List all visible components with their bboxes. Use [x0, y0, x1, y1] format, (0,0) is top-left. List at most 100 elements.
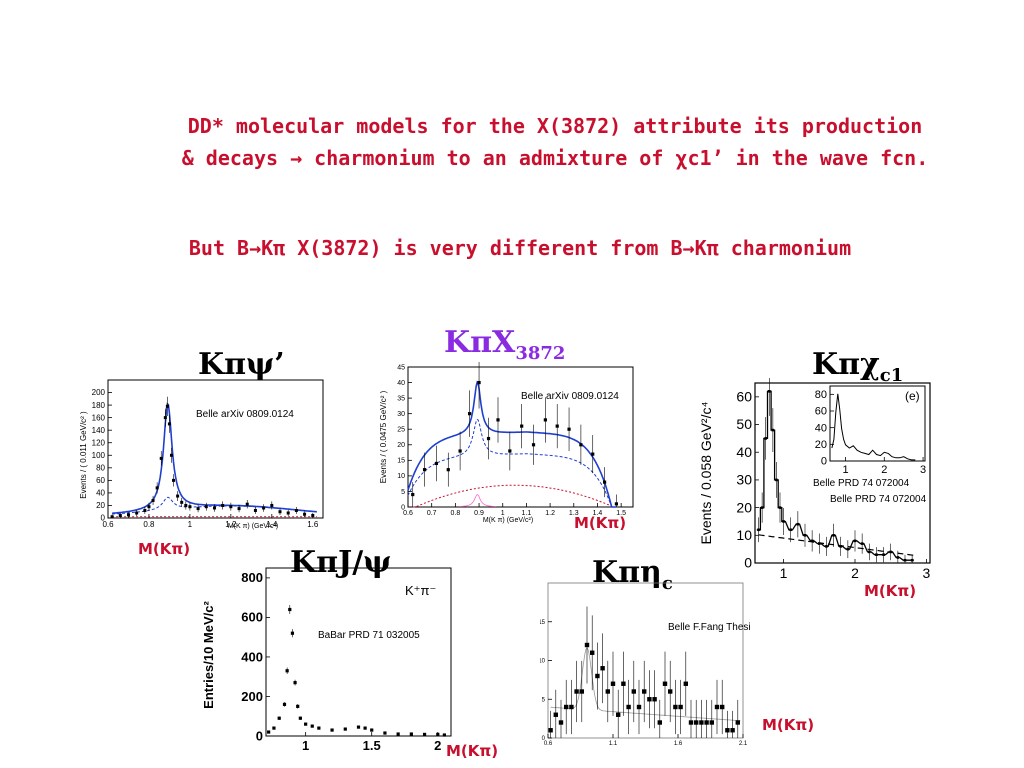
slide-subtitle: But B→Kπ X(3872) is very different from … — [188, 236, 852, 260]
p2-ytick-label: 0 — [401, 504, 405, 511]
p5-point — [574, 689, 579, 694]
p4-xtick-label: 2 — [434, 738, 441, 753]
p4-point — [370, 728, 374, 732]
p4-point — [356, 725, 361, 729]
p2-ytick-label: 45 — [397, 364, 405, 371]
p5-point — [642, 689, 647, 694]
p2-point — [591, 452, 595, 456]
label-kpsiprime: Kπψ’ — [198, 347, 285, 382]
p2-point — [467, 412, 472, 416]
p5-point — [564, 704, 569, 710]
p1-ticks: 0.6 0.8 1 1.2 1.4 1.6 0 20 40 60 80 100 120 140 160 180… — [92, 388, 319, 529]
p4-point — [298, 716, 302, 720]
title-line-2: & decays → charmonium to an admixture of… — [181, 146, 929, 170]
p3-inset-ytick-label: 40 — [815, 422, 827, 434]
p3-inset-xtick-label: 2 — [881, 464, 887, 476]
p5-frame — [547, 582, 744, 739]
p3-ytick-label: 0 — [744, 555, 752, 571]
chart-kpix3872: Events / ( 0.0475 GeV/c² ) 0.6 0.7 0.8 0.9 1… — [379, 362, 634, 524]
p2-ytick-label: 30 — [397, 411, 405, 418]
p2-point — [411, 492, 415, 497]
p5-point — [558, 720, 564, 725]
p1-xtick-label: 1.2 — [225, 520, 237, 529]
p2-ytick-label: 25 — [397, 427, 405, 434]
p4-point — [330, 728, 334, 732]
p3-ytick-label: 60 — [736, 389, 752, 405]
p3-inset-frame — [829, 385, 926, 462]
p4-point — [310, 724, 314, 728]
chart-kpijpsi: Entries/10 MeV/c² 1 1.5 2 0 200 400 600 800 K⁺π… — [201, 567, 452, 753]
p4-ytick-label: 800 — [241, 570, 263, 585]
p2-xtick-label: 0.8 — [451, 510, 461, 517]
label-kpichic1-sub: c1 — [879, 365, 904, 386]
p5-point — [662, 681, 668, 686]
p2-point — [567, 427, 571, 431]
p5-ref: Belle F.Fang Thesis — [668, 622, 750, 633]
p3-inset-ytick-label: 20 — [815, 439, 827, 451]
p3-xtick-label: 3 — [923, 565, 931, 581]
p5-xtick-label: 1.1 — [609, 741, 618, 747]
p3-inset-ytick-label: 80 — [815, 389, 827, 401]
p5-point — [657, 720, 662, 725]
p3-ytick-label: 30 — [736, 472, 752, 488]
p1-ytick-label: 40 — [96, 489, 105, 498]
p5-point — [647, 697, 652, 702]
p1-point — [262, 506, 266, 510]
p2-point — [422, 468, 427, 472]
p1-point — [176, 494, 180, 498]
p5-point — [600, 666, 605, 671]
p2-point — [555, 424, 559, 428]
p2-xlabel: M(K π) (GeV/c²) — [483, 517, 533, 524]
p1-point — [126, 513, 130, 517]
p1-point — [196, 507, 200, 511]
p3-ytick-label: 40 — [736, 444, 752, 460]
p2-ylabel: Events / ( 0.0475 GeV/c² ) — [379, 390, 388, 483]
p1-point — [167, 422, 171, 426]
label-kpietac: Kπηc — [592, 555, 673, 594]
p2-xtick-label: 1 — [501, 510, 505, 517]
p2-ytick-label: 35 — [397, 395, 405, 402]
mass-label-1: M(Kπ) — [138, 540, 191, 558]
p1-point — [169, 453, 173, 457]
p5-point — [735, 720, 740, 725]
p5-point — [709, 720, 714, 725]
p4-point — [442, 733, 446, 737]
p4-point — [293, 681, 297, 685]
p3-inset-tag: (e) — [905, 389, 920, 403]
p4-ref: BaBar PRD 71 032005 — [318, 630, 420, 641]
p3-inset-ytick-label: 0 — [821, 456, 827, 468]
p4-point — [288, 607, 292, 612]
chart-kpsiprime: Events / ( 0.011 GeV/c² ) 0.6 0.8 1 1.2 1.4 1… — [79, 379, 324, 530]
p3-inset-ytick-label: 60 — [815, 406, 827, 418]
p2-point — [486, 436, 491, 441]
p2-ytick-label: 15 — [397, 458, 405, 465]
p1-ytick-label: 100 — [92, 451, 106, 460]
p4-legend: K⁺π⁻ — [405, 583, 436, 598]
p1-xtick-label: 1.6 — [307, 520, 319, 529]
p3-ytick-label: 10 — [736, 527, 752, 543]
p5-point — [616, 712, 621, 717]
p4-points — [267, 605, 446, 737]
p5-point — [668, 689, 673, 694]
p2-xtick-label: 1.2 — [545, 510, 555, 517]
p3-ref-b: Belle PRD 74 072004 — [830, 494, 927, 505]
p4-point — [267, 730, 271, 734]
p2-point — [614, 502, 619, 506]
p5-point — [553, 712, 558, 717]
label-kpix-main: KπX — [444, 325, 516, 360]
p2-point — [520, 424, 524, 428]
p1-point — [135, 511, 139, 515]
p1-ytick-label: 140 — [92, 426, 106, 435]
p1-point — [110, 515, 114, 519]
p3-ref-bg — [812, 475, 924, 489]
p1-ytick-label: 160 — [92, 413, 106, 422]
p2-point — [508, 449, 512, 453]
p1-frame — [107, 379, 324, 519]
p1-point — [180, 500, 184, 504]
p1-point — [237, 507, 241, 511]
p4-point — [282, 702, 287, 706]
p2-points — [411, 362, 619, 507]
p5-point — [631, 689, 636, 694]
p5-point — [636, 704, 642, 710]
p3-background-curve — [758, 534, 916, 557]
